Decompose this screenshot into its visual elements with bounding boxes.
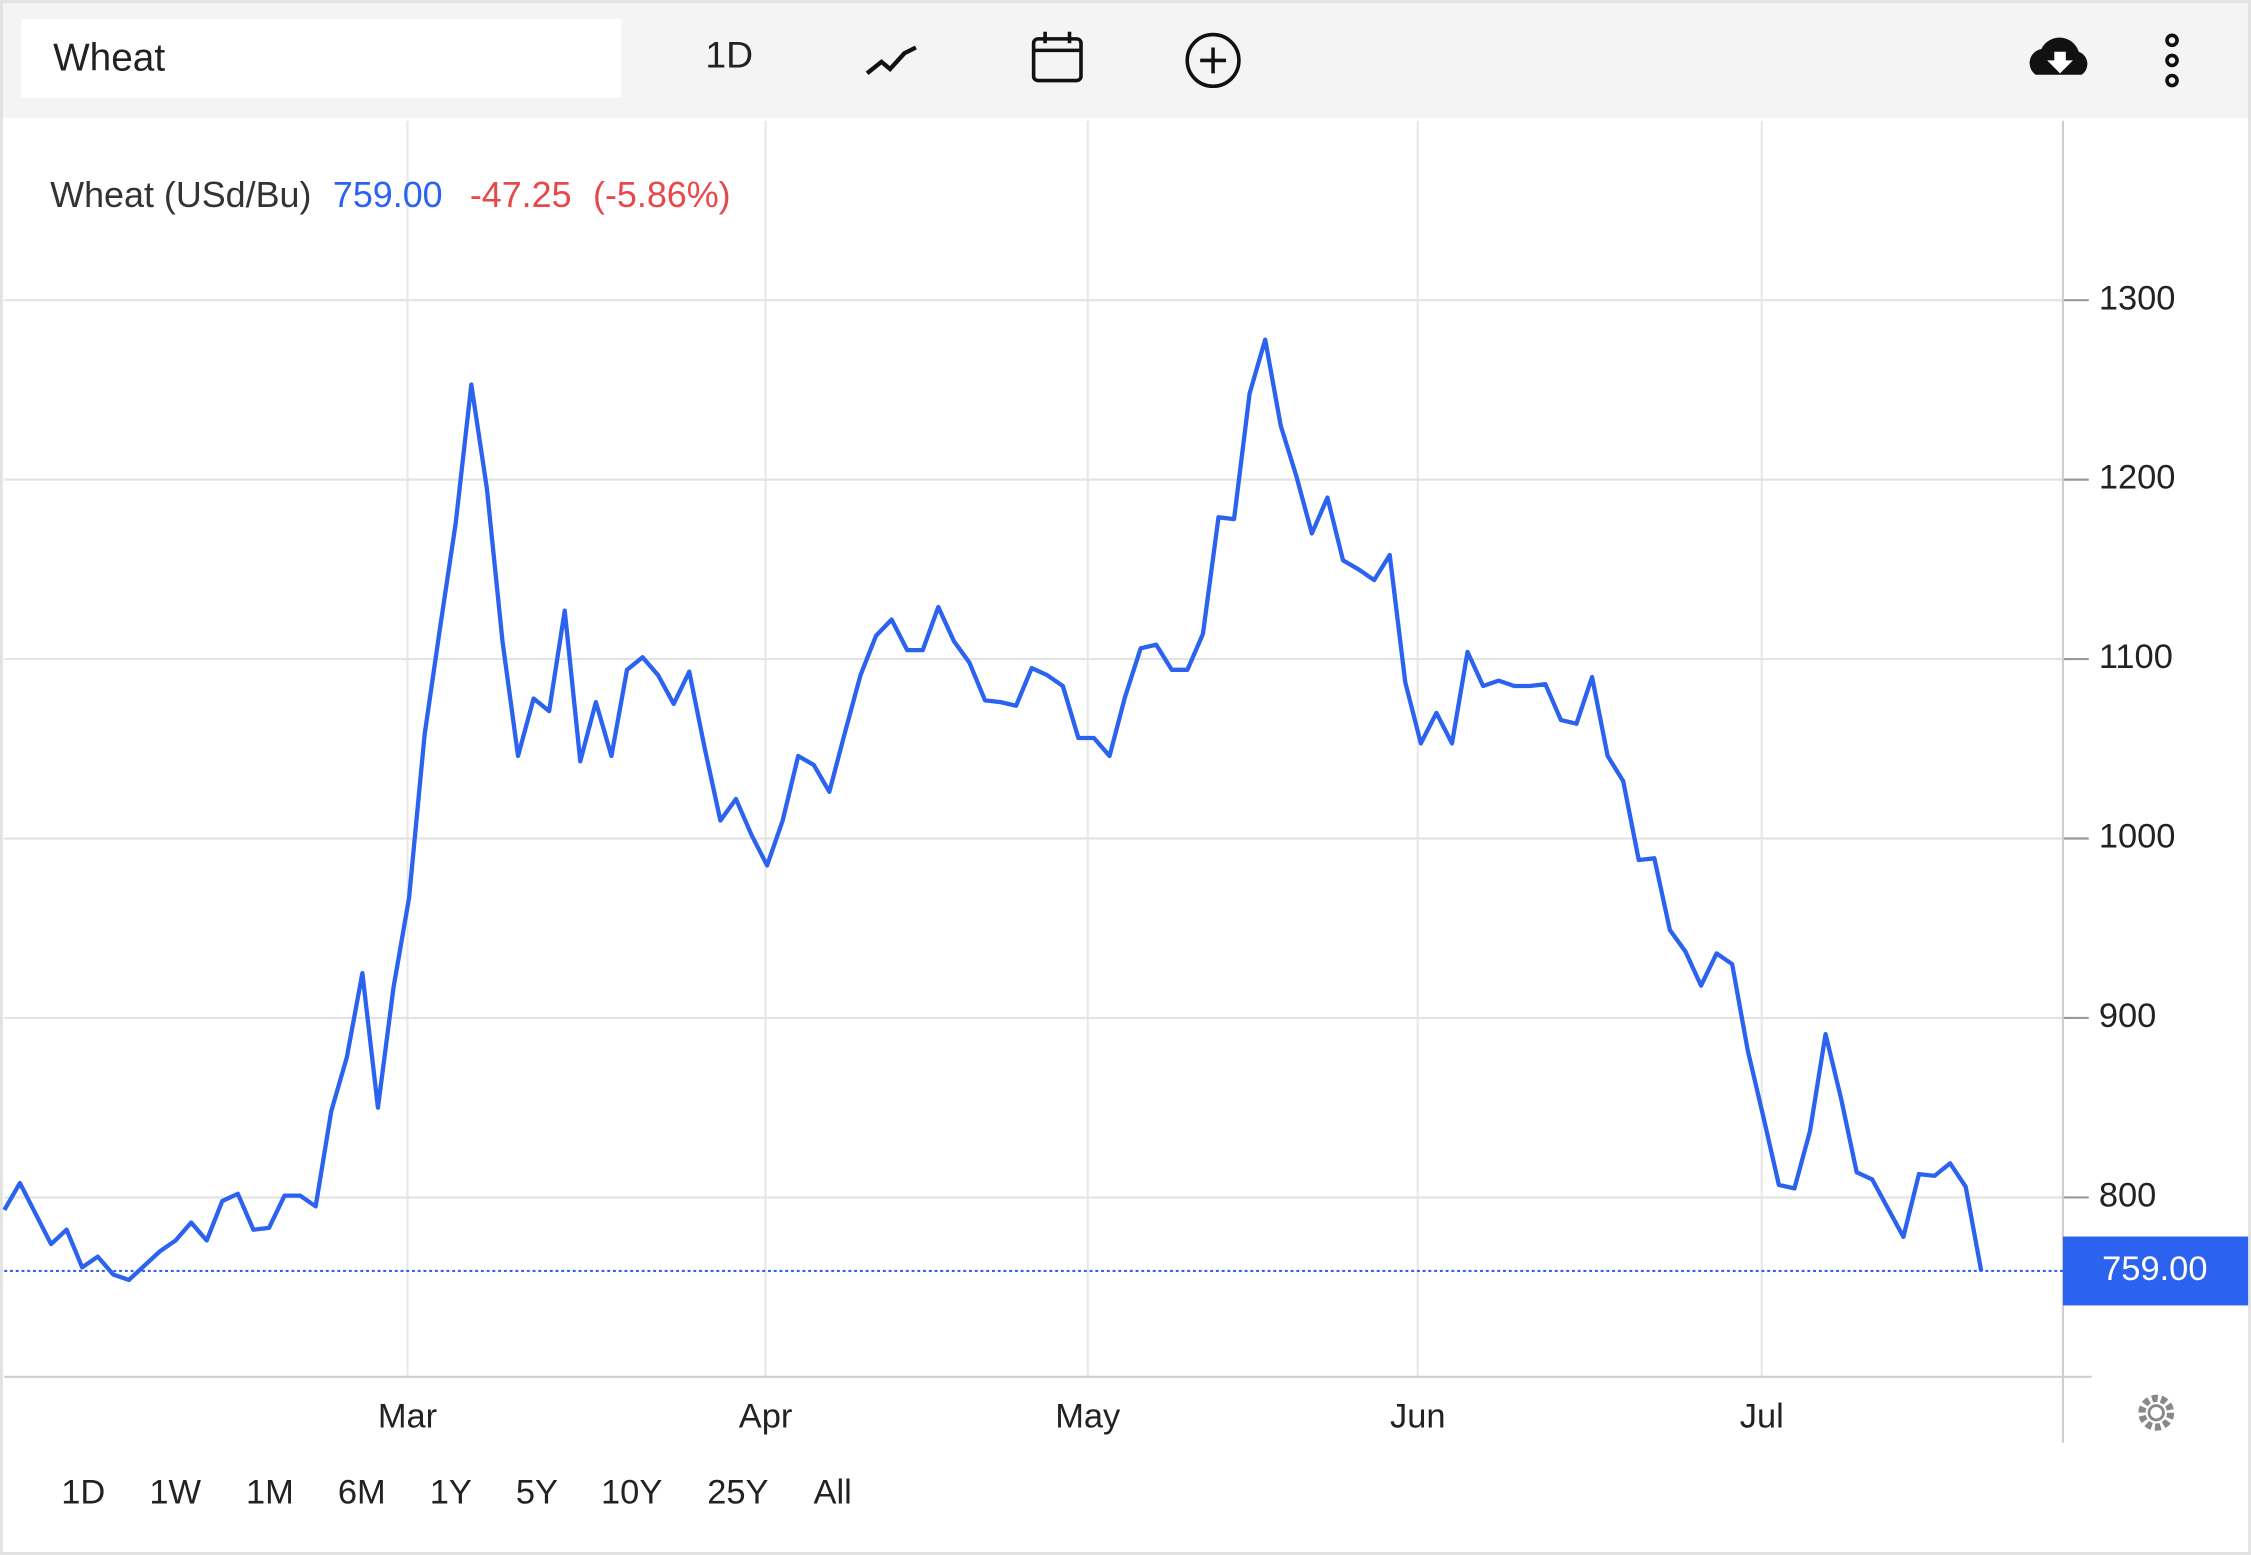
- price-line: [2, 337, 1984, 1283]
- x-tick-label: Jun: [1390, 1398, 1446, 1436]
- search-box[interactable]: [21, 18, 622, 98]
- y-tick-label: 1100: [2099, 638, 2173, 676]
- plot: Mar Apr May Jun Jul 800 900 1000 1100 1200 1300 759…: [2, 120, 2249, 1443]
- x-tick-label: Jul: [1740, 1398, 1784, 1436]
- download-icon[interactable]: [2029, 37, 2088, 75]
- search-text: Wheat: [53, 37, 165, 80]
- range-button[interactable]: 1Y: [430, 1474, 472, 1512]
- y-tick-label: 1300: [2099, 279, 2176, 317]
- price-tag-label: 759.00: [2102, 1250, 2207, 1288]
- range-button[interactable]: 10Y: [601, 1474, 662, 1512]
- y-tick-label: 1200: [2099, 459, 2176, 497]
- y-tick-label: 800: [2099, 1177, 2156, 1215]
- range-button[interactable]: 25Y: [707, 1474, 768, 1512]
- menu-icon[interactable]: [2165, 33, 2179, 88]
- legend-change: -47.25: [470, 176, 572, 216]
- range-button[interactable]: All: [813, 1474, 851, 1512]
- y-tick-label: 1000: [2099, 818, 2176, 856]
- x-tick-label: Apr: [739, 1398, 793, 1436]
- range-button[interactable]: 1D: [61, 1474, 105, 1512]
- y-tick-label: 900: [2099, 997, 2156, 1035]
- add-icon[interactable]: [1185, 32, 1241, 89]
- legend: Wheat (USd/Bu) 759.00 -47.25 (-5.86%): [50, 176, 730, 216]
- interval-button[interactable]: 1D: [705, 33, 753, 75]
- range-button[interactable]: 6M: [338, 1474, 386, 1512]
- range-button[interactable]: 5Y: [516, 1474, 558, 1512]
- x-tick-label: May: [1055, 1398, 1121, 1436]
- legend-price: 759.00: [333, 176, 443, 216]
- range-button[interactable]: 1M: [246, 1474, 294, 1512]
- legend-name: Wheat (USd/Bu): [50, 176, 311, 216]
- calendar-icon[interactable]: [1031, 31, 1083, 83]
- legend-change-pct: (-5.86%): [593, 176, 731, 216]
- x-tick-label: Mar: [378, 1398, 437, 1436]
- range-button[interactable]: 1W: [149, 1474, 201, 1512]
- chart-type-icon[interactable]: [865, 45, 917, 76]
- price-tag: [2062, 1236, 2249, 1306]
